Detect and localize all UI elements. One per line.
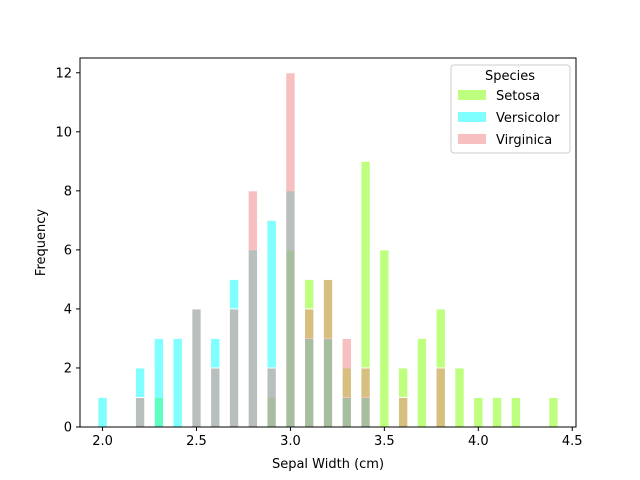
bar-virginica-2.2 <box>134 396 146 428</box>
y-tick-label: 12 <box>55 66 72 81</box>
y-tick-label: 6 <box>64 243 72 258</box>
x-tick-label: 2.0 <box>92 434 113 449</box>
x-axis-label: Sepal Width (cm) <box>272 457 384 472</box>
legend-swatch-virginica <box>458 134 486 144</box>
bar-setosa-4.2 <box>510 396 522 428</box>
bar-virginica-3.1 <box>304 308 315 428</box>
y-axis-label: Frequency <box>34 209 49 276</box>
bar-setosa-4.4 <box>548 396 559 428</box>
bar-versicolor-2.4 <box>172 337 183 428</box>
bar-virginica-3.2 <box>322 278 334 428</box>
y-tick-label: 2 <box>64 361 72 376</box>
bar-setosa-3.7 <box>416 337 428 428</box>
legend-swatch-setosa <box>458 90 486 100</box>
x-tick-label: 2.5 <box>186 434 207 449</box>
bar-virginica-3.6 <box>397 396 409 428</box>
bar-setosa-4.1 <box>491 396 503 428</box>
bar-virginica-3.0 <box>285 72 296 428</box>
bar-virginica-2.6 <box>210 367 221 428</box>
bar-virginica-2.9 <box>266 367 277 428</box>
legend: Species Setosa Versicolor Virginica <box>450 64 571 154</box>
bar-versicolor-2.3 <box>153 337 165 428</box>
bar-virginica-2.5 <box>191 308 202 428</box>
bar-virginica-3.3 <box>341 337 352 428</box>
legend-swatch-versicolor <box>458 112 486 122</box>
legend-label-versicolor: Versicolor <box>496 111 560 126</box>
y-tick-label: 8 <box>64 184 72 199</box>
x-tick-label: 3.5 <box>374 434 395 449</box>
bars-layer <box>97 72 559 428</box>
y-tick-label: 10 <box>55 125 72 140</box>
legend-title: Species <box>485 69 535 84</box>
axes-frame <box>79 57 577 428</box>
bar-virginica-3.8 <box>435 367 446 428</box>
y-tick-label: 4 <box>64 302 72 317</box>
bar-setosa-3.5 <box>379 249 390 428</box>
bar-setosa-4.0 <box>473 396 484 428</box>
x-tick-label: 4.0 <box>468 434 489 449</box>
bar-virginica-2.8 <box>247 190 259 428</box>
x-tick-label: 3.0 <box>280 434 301 449</box>
bar-setosa-3.9 <box>454 367 465 428</box>
legend-box <box>450 64 571 154</box>
x-tick-label: 4.5 <box>562 434 583 449</box>
x-axis-ticks: 2.0 2.5 3.0 3.5 4.0 4.5 <box>92 427 583 449</box>
bar-virginica-3.4 <box>360 367 371 428</box>
legend-label-virginica: Virginica <box>496 133 552 148</box>
bar-versicolor-2.0 <box>97 396 108 428</box>
legend-items: Setosa Versicolor Virginica <box>458 89 560 148</box>
legend-label-setosa: Setosa <box>496 89 540 104</box>
y-tick-label: 0 <box>64 421 72 436</box>
bar-virginica-2.7 <box>228 308 240 428</box>
y-axis-ticks: 0 2 4 6 8 10 12 <box>55 66 80 436</box>
